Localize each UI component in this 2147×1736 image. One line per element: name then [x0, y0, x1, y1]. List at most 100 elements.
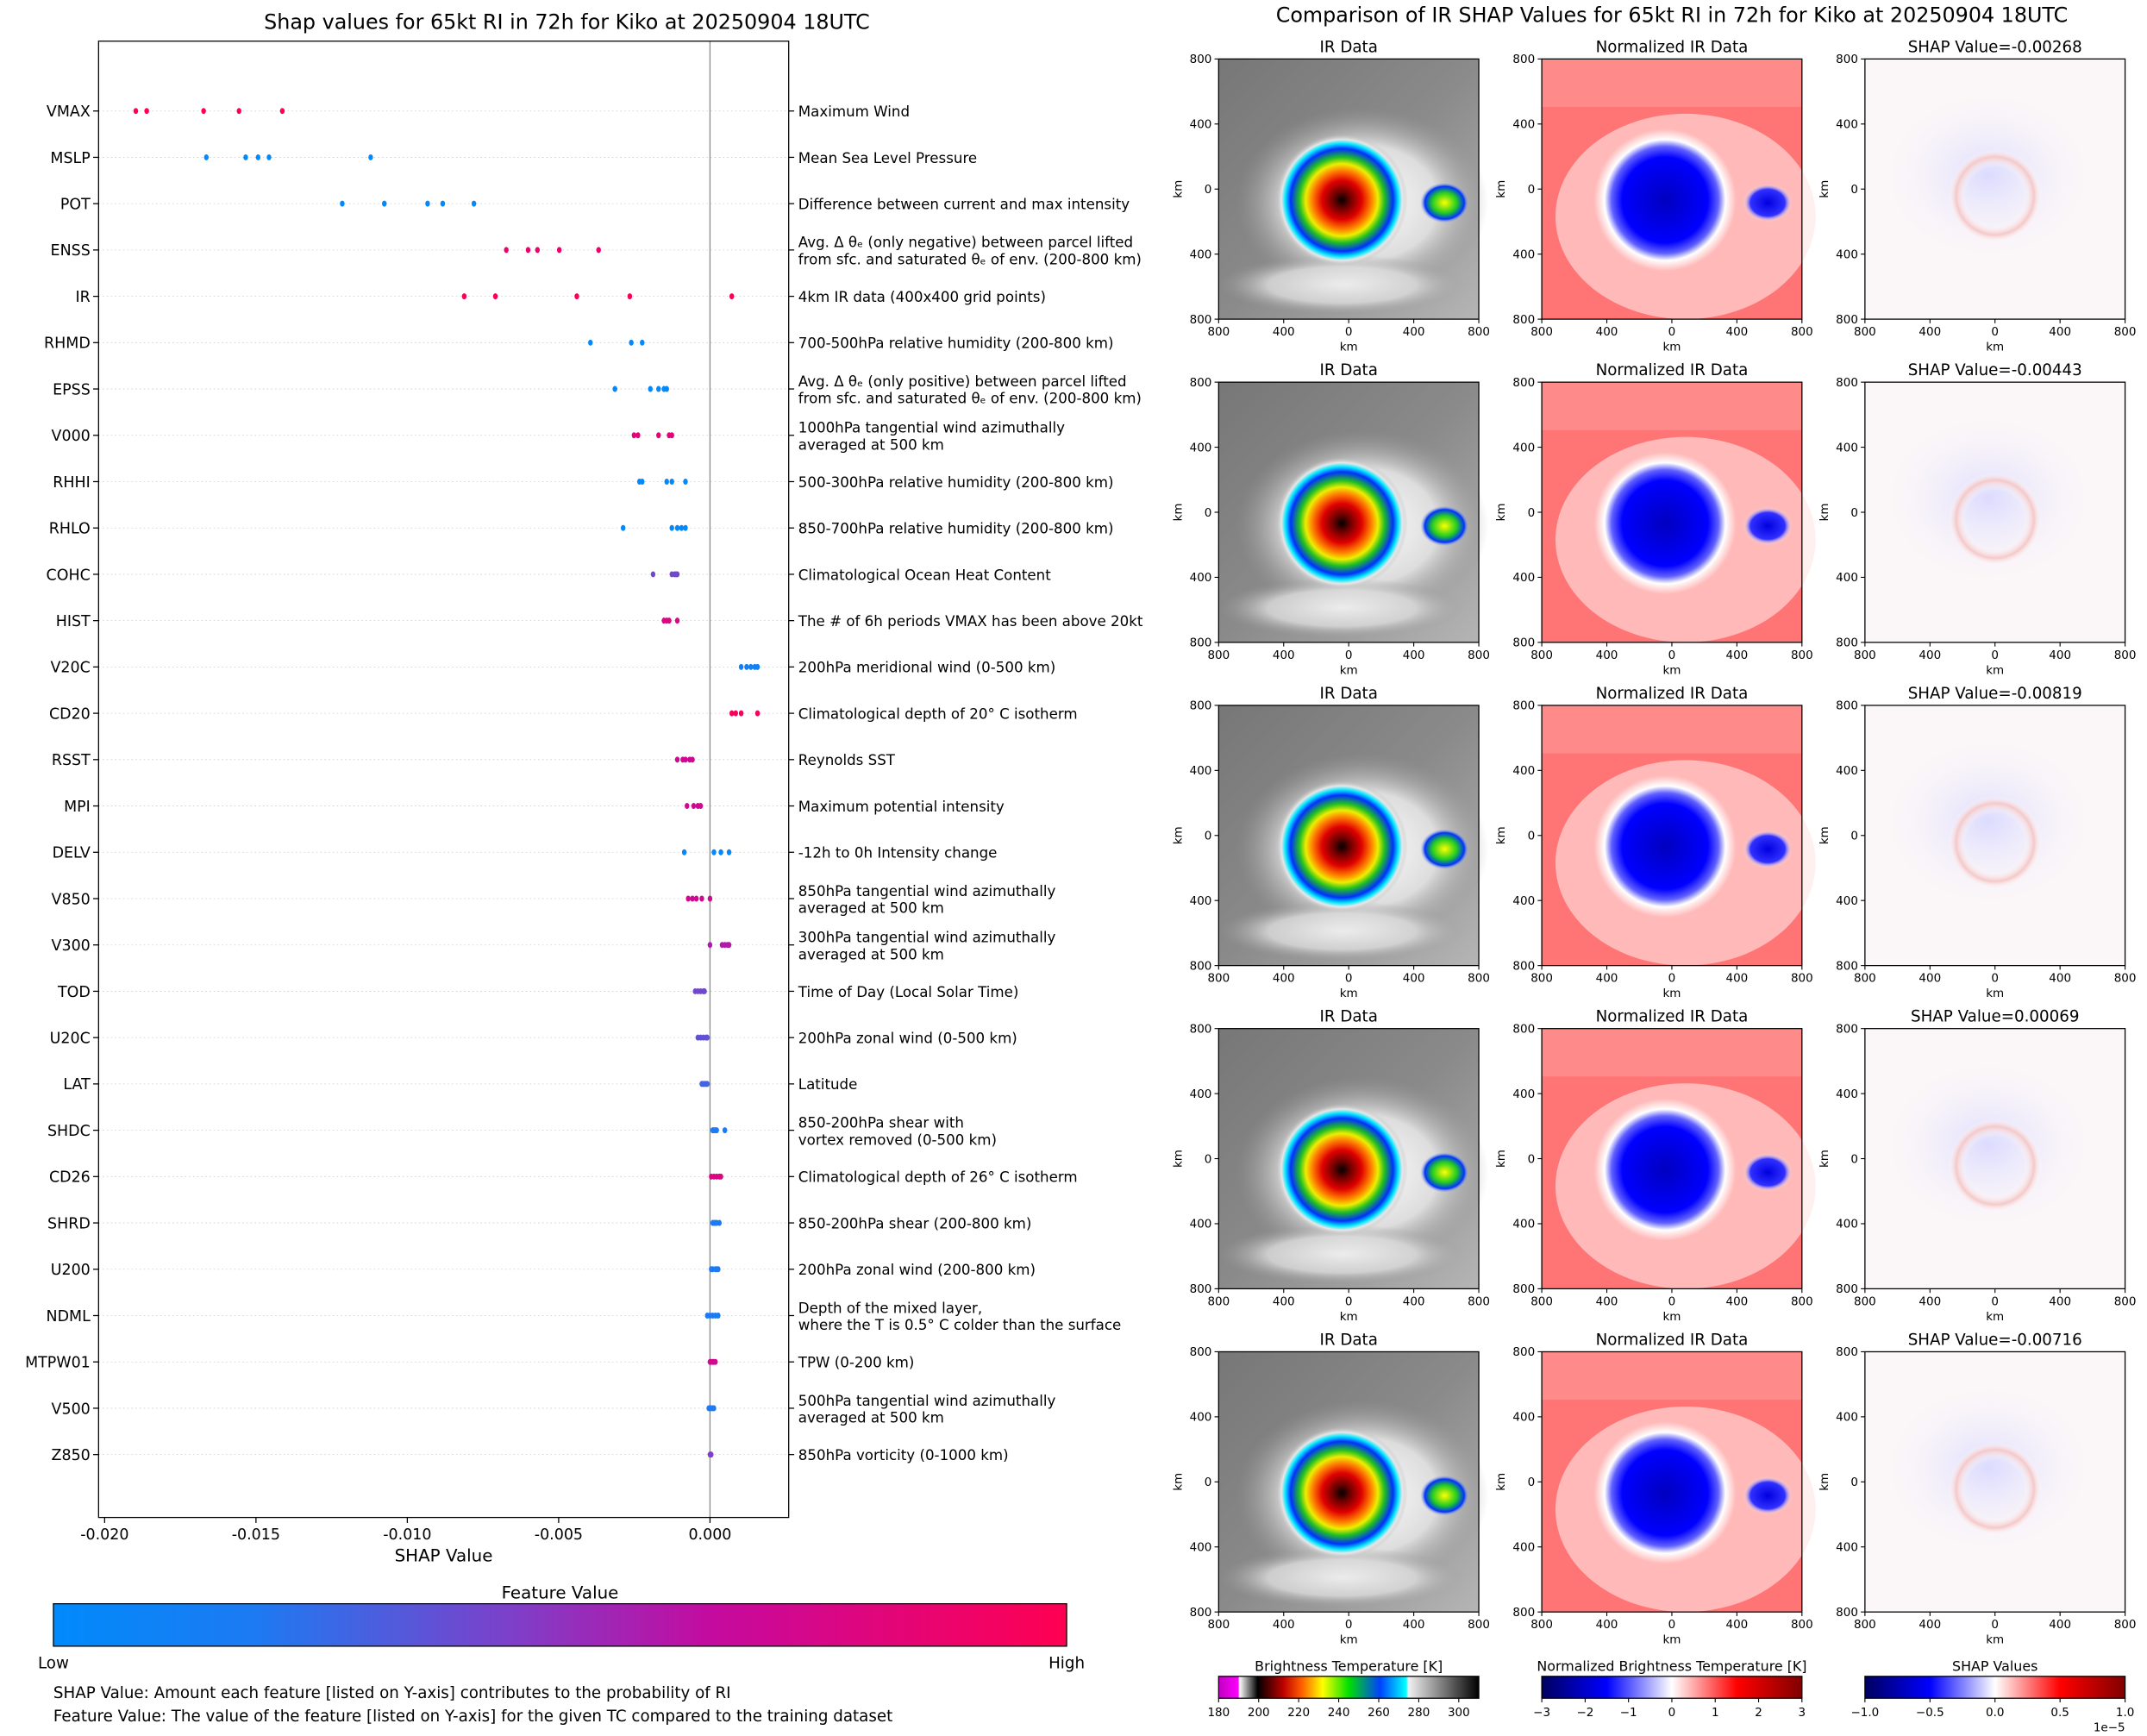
shap-dot-mtpw01 — [713, 1358, 718, 1365]
normalized-ir-panel: Normalized IR Data8008004004000040040080… — [1494, 1332, 1816, 1647]
feature-description: from sfc. and saturated θₑ of env. (200-… — [798, 391, 1142, 407]
shap-dot-ir — [627, 293, 633, 300]
feature-description: 850-200hPa shear with — [798, 1114, 964, 1131]
y-tick-label: 800 — [1836, 699, 1858, 713]
colorbar-tick-label: 0 — [1668, 1706, 1676, 1720]
y-tick-label: 0 — [1850, 183, 1858, 197]
y-tick-label: 800 — [1190, 1345, 1212, 1359]
x-tick-label: 400 — [1273, 1294, 1295, 1308]
y-tick-label: 400 — [1512, 441, 1535, 454]
feature-description: averaged at 500 km — [798, 900, 944, 917]
shap-dot-mslp — [266, 154, 272, 160]
x-tick-label: 0 — [1345, 325, 1353, 339]
feature-label-u200: U200 — [51, 1262, 91, 1279]
feature-label-u20c: U20C — [50, 1031, 91, 1048]
shap-positive-ring — [1943, 467, 2048, 572]
x-tick-label: 400 — [1273, 325, 1295, 339]
feature-label-rhlo: RHLO — [49, 521, 91, 538]
ir-cloud-band — [1218, 578, 1466, 639]
shap-dot-vmax — [236, 108, 241, 115]
x-tick-label: 400 — [2049, 972, 2071, 986]
feature-description: 850-200hPa shear (200-800 km) — [798, 1215, 1032, 1231]
shap-dot-rhlo — [679, 524, 685, 531]
x-tick-label: 400 — [1919, 972, 1941, 986]
y-tick-label: 400 — [1836, 1218, 1858, 1231]
x-tick-label: 800 — [1530, 972, 1553, 986]
shap-dot-rsst — [690, 756, 695, 763]
colorbar-tick-label: 1.0 — [2116, 1706, 2134, 1720]
comparison-title: Comparison of IR SHAP Values for 65kt RI… — [1276, 3, 2069, 27]
shap-dot-mpi — [698, 803, 704, 810]
shap-dot-cd20 — [729, 710, 735, 717]
shap-dot-ndml — [716, 1313, 721, 1319]
y-tick-label: 0 — [1205, 183, 1212, 197]
shap-dot-pot — [340, 200, 345, 207]
y-tick-label: 800 — [1512, 1345, 1535, 1359]
feature-label-lat: LAT — [63, 1076, 91, 1094]
normalized-convection — [1743, 1153, 1793, 1192]
y-tick-label: 0 — [1528, 1476, 1536, 1489]
x-tick-label: 400 — [2049, 1294, 2071, 1308]
colorbar-tick-label: 260 — [1368, 1706, 1390, 1720]
shap-dot-v500 — [711, 1405, 717, 1412]
y-tick-label: 0 — [1850, 506, 1858, 520]
feature-value-colorbar — [53, 1603, 1067, 1647]
y-tick-label: 400 — [1836, 764, 1858, 778]
x-tick-label: 400 — [1403, 325, 1425, 339]
y-axis-label: km — [1494, 180, 1508, 198]
y-tick-label: 800 — [1512, 376, 1535, 390]
shap-dot-rhlo — [674, 524, 680, 531]
note-shap-value: SHAP Value: Amount each feature [listed … — [53, 1684, 731, 1702]
shap-dot-v20c — [748, 663, 754, 670]
normalized-ir-top — [1542, 705, 1802, 754]
x-tick-label: 400 — [1596, 972, 1618, 986]
ir-cloud-band — [1218, 1547, 1466, 1608]
ir-storm — [1276, 780, 1408, 912]
x-tick-label: 800 — [1791, 1294, 1813, 1308]
shap-dot-mslp — [243, 154, 248, 160]
x-axis-label: km — [1662, 1310, 1681, 1324]
x-tick-label: 800 — [1854, 649, 1876, 662]
x-tick-label: 800 — [1530, 325, 1553, 339]
feature-description: Maximum potential intensity — [798, 799, 1005, 815]
shap-dot-rhhi — [664, 478, 669, 485]
x-tick-label: 0 — [1991, 325, 1999, 339]
feature-label-v500: V500 — [52, 1401, 91, 1418]
ir-convection — [1419, 1475, 1469, 1517]
x-tick-label: 0 — [1345, 649, 1353, 662]
y-tick-label: 400 — [1190, 248, 1212, 261]
normalized-ir-top — [1542, 382, 1802, 430]
x-tick-label: -0.015 — [232, 1526, 280, 1544]
shap-dot-cohc — [650, 571, 656, 578]
normalized-convection — [1743, 183, 1793, 222]
y-tick-label: 800 — [1190, 636, 1212, 650]
shap-dot-hist — [667, 617, 672, 624]
y-tick-label: 800 — [1190, 1606, 1212, 1620]
normalized-storm — [1593, 452, 1737, 595]
y-tick-label: 400 — [1836, 441, 1858, 454]
shap-dot-v000 — [631, 432, 637, 439]
shap-dot-hist — [674, 617, 680, 624]
shap-dot-ir — [461, 293, 467, 300]
x-tick-label: 0 — [1668, 1294, 1676, 1308]
feature-label-shrd: SHRD — [47, 1215, 91, 1232]
x-axis-label: km — [1340, 1310, 1358, 1324]
ir-cloud-band — [1218, 1224, 1466, 1285]
y-tick-label: 0 — [1850, 1152, 1858, 1166]
shap-dot-cohc — [674, 571, 680, 578]
feature-label-v300: V300 — [52, 937, 91, 955]
normalized-storm — [1593, 774, 1737, 918]
y-axis-label: km — [1171, 504, 1185, 522]
normalized-ir-panel: Normalized IR Data8008004004000040040080… — [1494, 685, 1816, 1000]
x-tick-label: 800 — [2114, 1618, 2137, 1632]
y-axis-label: km — [1171, 1473, 1185, 1491]
shap-panel: SHAP Value=-0.00268800800400400004004008… — [1818, 38, 2136, 354]
shap-dot-mpi — [691, 803, 697, 810]
shap-summary-plot: Shap values for 65kt RI in 72h for Kiko … — [25, 9, 1143, 1726]
shap-dot-epss — [664, 385, 669, 392]
y-tick-label: 0 — [1205, 830, 1212, 843]
shap-dot-enss — [504, 247, 509, 254]
y-tick-label: 400 — [1836, 1087, 1858, 1101]
shap-dot-rsst — [674, 756, 680, 763]
feature-description: Climatological Ocean Heat Content — [798, 567, 1051, 583]
